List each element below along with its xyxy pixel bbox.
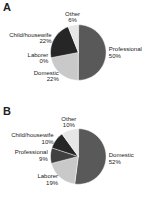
- svg-text:Other10%: Other10%: [61, 116, 76, 128]
- svg-text:Child/housewife22%: Child/housewife22%: [9, 32, 52, 44]
- html-text:B: B: [3, 105, 11, 117]
- svg-text:Professional50%: Professional50%: [109, 46, 142, 58]
- svg-text:Domestic22%: Domestic22%: [34, 70, 60, 82]
- svg-text:Laborer19%: Laborer19%: [37, 173, 58, 185]
- svg-text:Child/housewife10%: Child/housewife10%: [11, 132, 54, 144]
- svg-text:Domestic52%: Domestic52%: [109, 152, 134, 164]
- svg-text:Other6%: Other6%: [65, 11, 80, 23]
- svg-text:Professional9%: Professional9%: [15, 149, 49, 161]
- html-text:A: A: [3, 1, 11, 13]
- svg-text:Laborer0%: Laborer0%: [28, 52, 49, 64]
